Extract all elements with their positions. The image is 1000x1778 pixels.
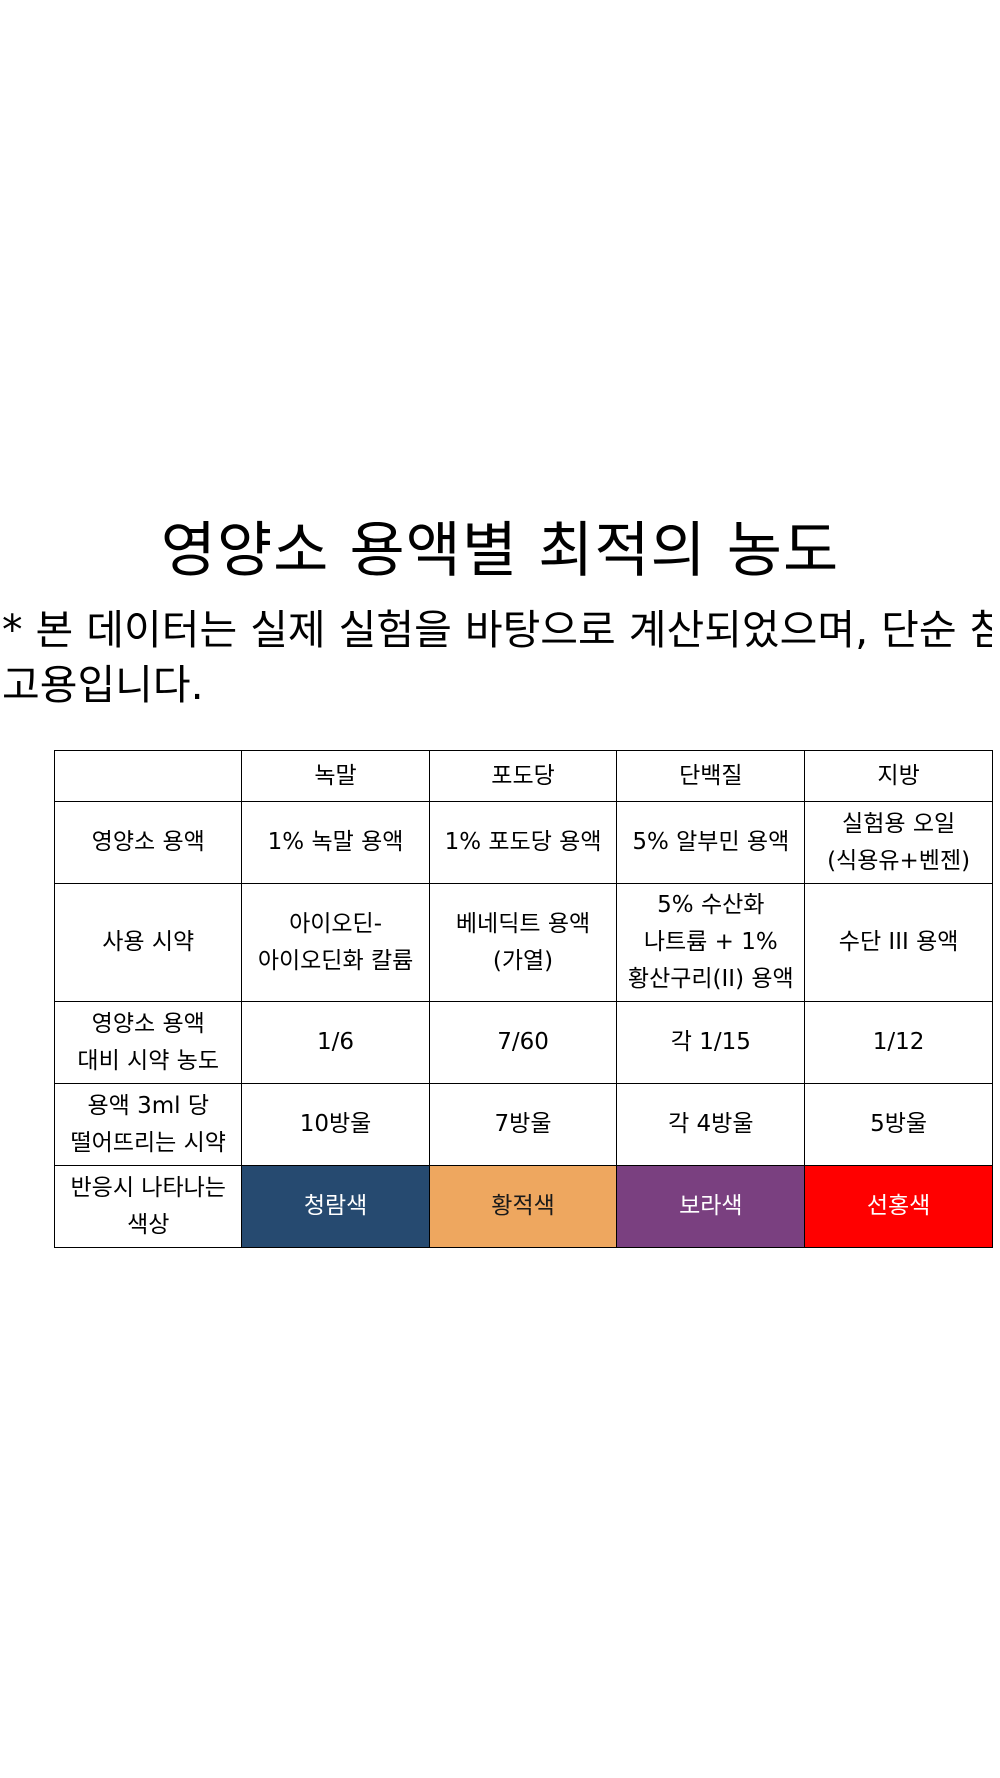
table-row-drops: 용액 3ml 당 떨어뜨리는 시약 10방울 7방울 각 4방울 5방울: [53, 1083, 993, 1166]
row-label: 영양소 용액: [53, 801, 243, 884]
table-cell: 5% 수산화 나트륨 + 1% 황산구리(II) 용액: [616, 883, 806, 1002]
table-viewport: 녹말 포도당 단백질 지방 영양소 용액 1% 녹말 용액 1% 포도당 용액 …: [0, 750, 993, 1250]
header-protein: 단백질: [616, 750, 806, 802]
row-label: 영양소 용액 대비 시약 농도: [53, 1001, 243, 1084]
row-label: 사용 시약: [53, 883, 243, 1002]
table-cell: 실험용 오일 (식용유+벤젠): [804, 801, 993, 884]
color-swatch-cell: 보라색: [616, 1165, 806, 1248]
table-cell: 7/60: [428, 1001, 618, 1084]
header-glucose: 포도당: [428, 750, 618, 802]
table-cell: 수단 III 용액: [804, 883, 993, 1002]
table-cell: 5방울: [804, 1083, 993, 1166]
color-swatch-cell: 선홍색: [804, 1165, 993, 1248]
table-cell: 각 1/15: [616, 1001, 806, 1084]
header-corner-cell: [53, 750, 243, 802]
color-swatch-cell: 황적색: [428, 1165, 618, 1248]
table-cell: 각 4방울: [616, 1083, 806, 1166]
table-row-concentration: 영양소 용액 대비 시약 농도 1/6 7/60 각 1/15 1/12: [53, 1001, 993, 1084]
row-label: 반응시 나타나는 색상: [53, 1165, 243, 1248]
table-cell: 1/6: [241, 1001, 430, 1084]
table-header-row: 녹말 포도당 단백질 지방: [53, 750, 993, 802]
header-fat: 지방: [804, 750, 993, 802]
table-cell: 7방울: [428, 1083, 618, 1166]
table-cell: 1% 포도당 용액: [428, 801, 618, 884]
table-cell: 5% 알부민 용액: [616, 801, 806, 884]
table-cell: 베네딕트 용액 (가열): [428, 883, 618, 1002]
disclaimer-note-line-1: * 본 데이터는 실제 실험을 바탕으로 계산되었으며, 단순 참: [2, 606, 992, 654]
table-cell: 아이오딘- 아이오딘화 칼륨: [241, 883, 430, 1002]
table-cell: 10방울: [241, 1083, 430, 1166]
table-cell: 1/12: [804, 1001, 993, 1084]
table-cell: 1% 녹말 용액: [241, 801, 430, 884]
table-row-nutrient-solution: 영양소 용액 1% 녹말 용액 1% 포도당 용액 5% 알부민 용액 실험용 …: [53, 801, 993, 884]
header-starch: 녹말: [241, 750, 430, 802]
disclaimer-note: * 본 데이터는 실제 실험을 바탕으로 계산되었으며, 단순 참 고용입니다.: [2, 603, 992, 723]
page-title: 영양소 용액별 최적의 농도: [160, 516, 840, 586]
nutrient-concentration-table: 녹말 포도당 단백질 지방 영양소 용액 1% 녹말 용액 1% 포도당 용액 …: [53, 750, 993, 1248]
table-row-reaction-color: 반응시 나타나는 색상 청람색 황적색 보라색 선홍색: [53, 1165, 993, 1248]
row-label: 용액 3ml 당 떨어뜨리는 시약: [53, 1083, 243, 1166]
disclaimer-note-line-2: 고용입니다.: [2, 661, 204, 709]
color-swatch-cell: 청람색: [241, 1165, 430, 1248]
table-row-reagent: 사용 시약 아이오딘- 아이오딘화 칼륨 베네딕트 용액 (가열) 5% 수산화…: [53, 883, 993, 1002]
